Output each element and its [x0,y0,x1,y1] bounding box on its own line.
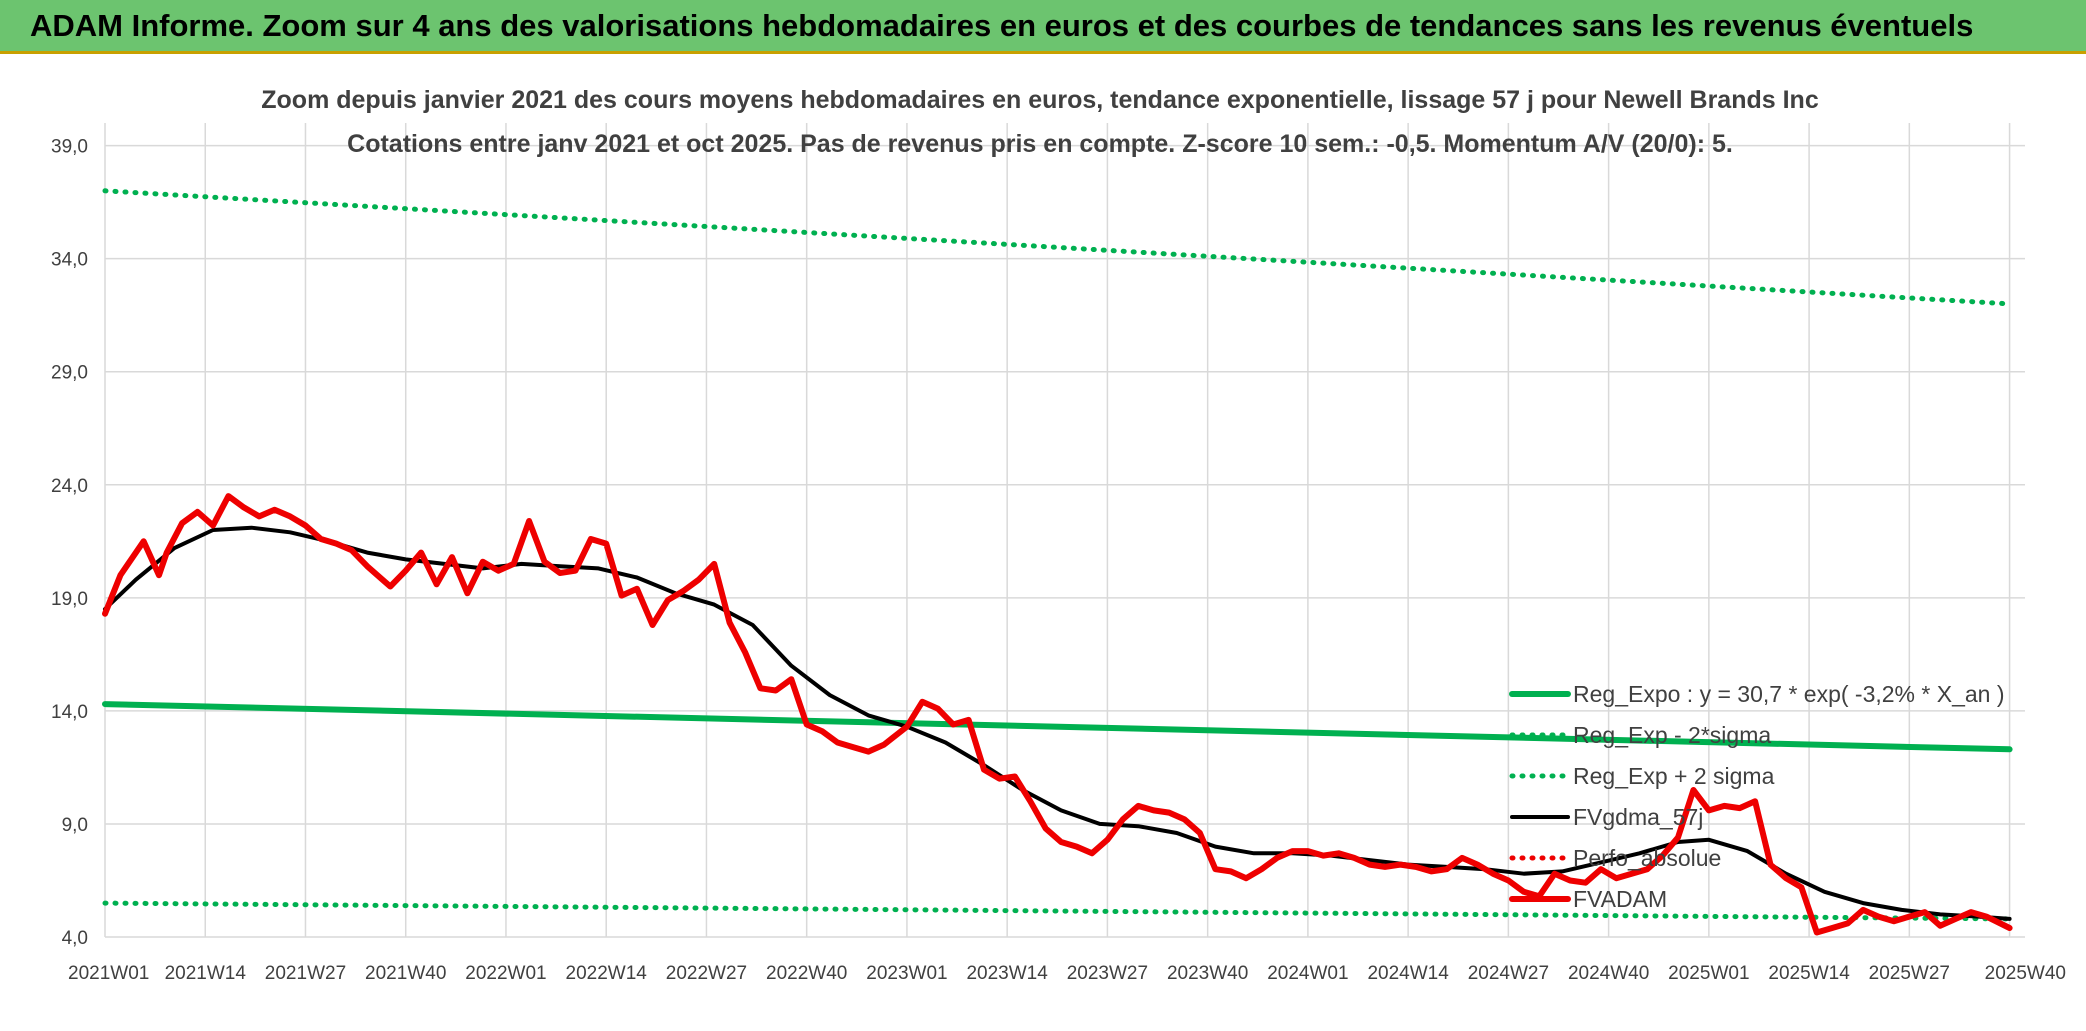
report-title: ADAM Informe. Zoom sur 4 ans des valoris… [30,8,1974,43]
chart-axes: 4,0 9,0 14,0 19,0 24,0 29,0 34,0 39,0 2021W01 202… [51,137,2066,984]
x-tick-label: 2022W01 [465,963,546,984]
series-reg-exp-minus-2sigma [102,900,2013,922]
x-tick-label: 2023W14 [966,963,1048,984]
legend-reg-expo-label: Reg_Expo : y = 30,7 * exp( -3,2% * X_an … [1573,681,2005,707]
y-tick-label: 9,0 [62,815,88,836]
x-tick-label: 2025W01 [1668,963,1749,984]
chart-subtitle: Cotations entre janv 2021 et oct 2025. P… [347,130,1733,158]
y-tick-label: 4,0 [62,928,88,949]
chart-grid [104,123,2025,938]
chart-series [102,188,2013,936]
y-tick-label: 19,0 [51,589,88,610]
series-reg-expo [102,701,2013,753]
legend-reg-exp-plus-label: Reg_Exp + 2 sigma [1573,763,1775,789]
x-tick-label: 2021W01 [68,963,149,984]
chart-legend: Reg_Expo : y = 30,7 * exp( -3,2% * X_an … [1509,681,2005,912]
x-tick-label: 2025W27 [1869,963,1950,984]
legend-fvgdma-label: FVgdma_57j [1573,804,1703,830]
legend-fvadam-label: FVADAM [1573,886,1667,912]
x-tick-label: 2022W40 [766,963,847,984]
x-tick-label: 2024W40 [1568,963,1649,984]
y-tick-label: 39,0 [51,137,88,158]
x-tick-label: 2021W40 [365,963,446,984]
legend-reg-exp-minus-label: Reg_Exp - 2*sigma [1573,722,1771,748]
legend-perfo-label: Perfo_absolue [1573,845,1721,871]
x-tick-label: 2024W01 [1267,963,1348,984]
chart-title: Zoom depuis janvier 2021 des cours moyen… [261,86,1819,114]
x-tick-label: 2024W27 [1468,963,1549,984]
x-tick-label: 2021W14 [165,963,247,984]
series-fvadam [102,493,2013,936]
x-tick-label: 2023W40 [1167,963,1248,984]
y-tick-label: 29,0 [51,363,88,384]
x-tick-label: 2025W14 [1768,963,1850,984]
x-tick-label: 2023W27 [1067,963,1148,984]
x-tick-label: 2022W14 [566,963,648,984]
x-tick-label: 2022W27 [666,963,747,984]
series-fvgdma-57j [103,525,2012,921]
y-tick-label: 14,0 [51,702,88,723]
y-tick-label: 24,0 [51,476,88,497]
x-tick-label: 2021W27 [265,963,346,984]
x-tick-label: 2024W14 [1367,963,1449,984]
x-tick-label: 2023W01 [866,963,947,984]
y-tick-label: 34,0 [51,250,88,271]
series-reg-exp-plus-2sigma [102,188,2013,307]
x-tick-label: 2025W40 [1985,963,2066,984]
report-banner: ADAM Informe. Zoom sur 4 ans des valoris… [0,0,2086,54]
